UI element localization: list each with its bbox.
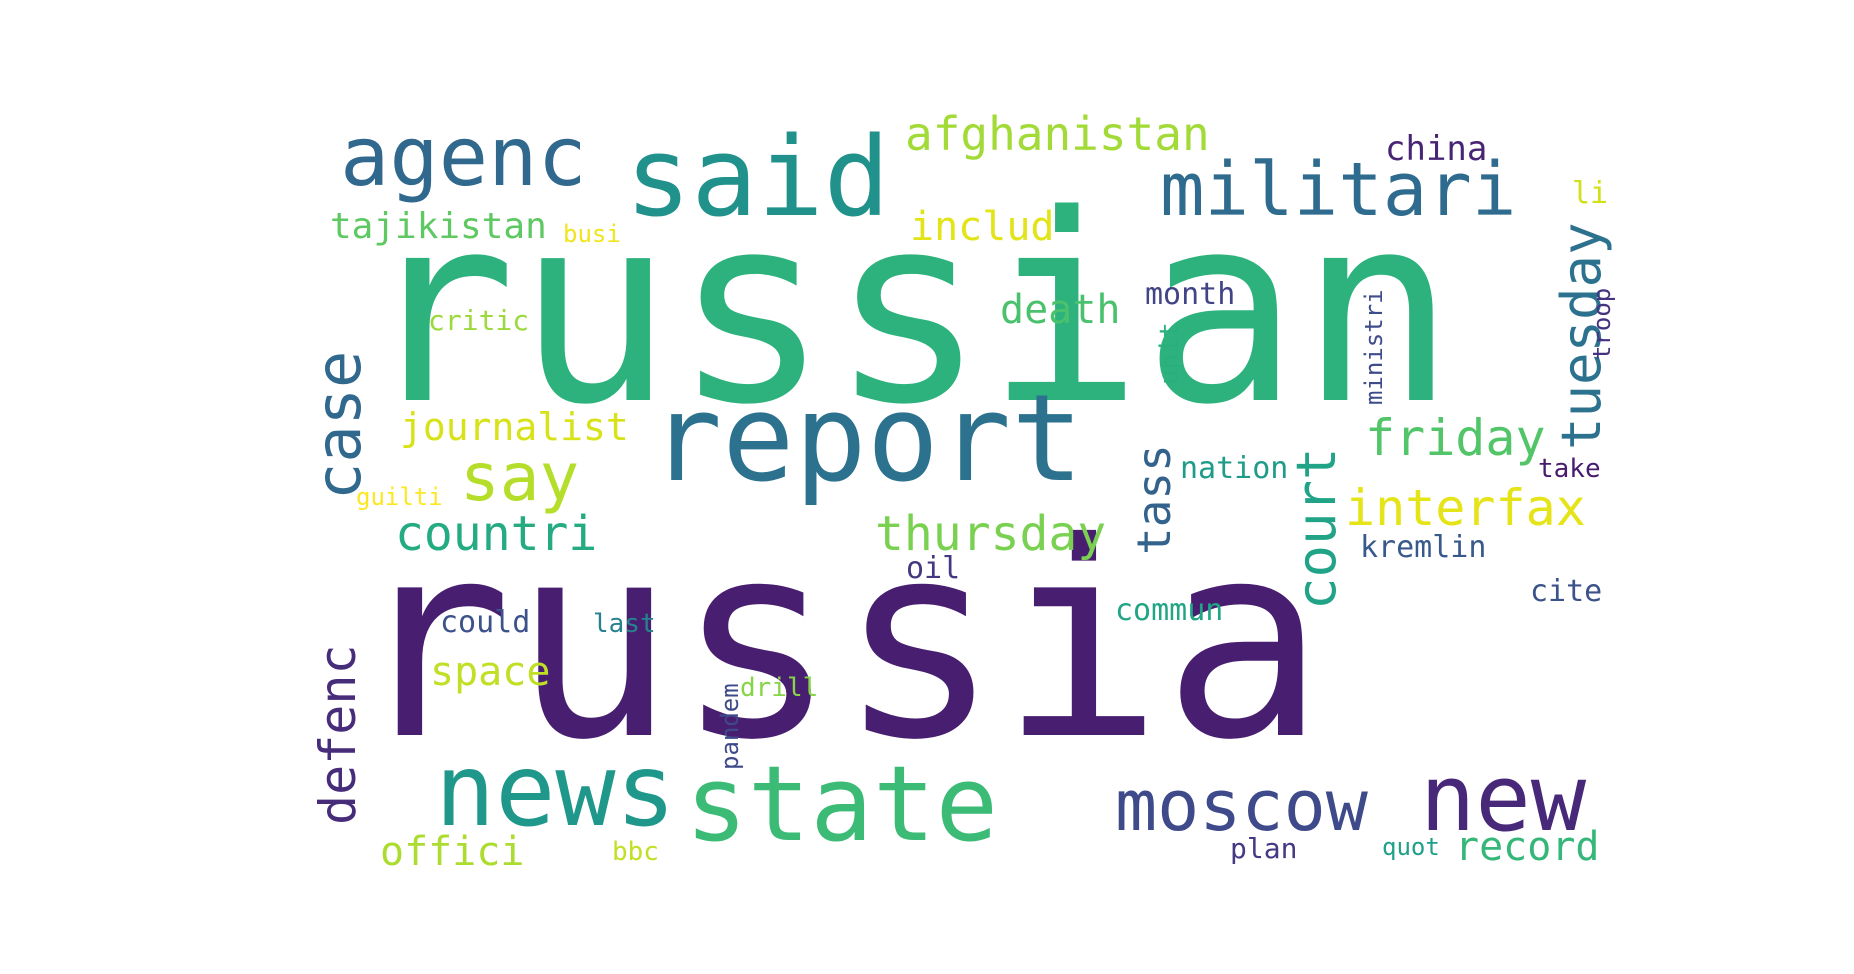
word-thursday: thursday (875, 506, 1106, 562)
word-month: month (1145, 277, 1235, 312)
word-cite: cite (1530, 574, 1602, 609)
word-could: could (440, 605, 530, 640)
word-unit: unit (1155, 322, 1185, 385)
word-agenc: agenc (340, 110, 587, 205)
word-countri: countri (395, 506, 597, 562)
word-take: take (1538, 454, 1601, 484)
word-tuesday: tuesday (1550, 222, 1613, 450)
word-record: record (1455, 824, 1600, 870)
word-report: report (650, 370, 1083, 509)
word-busi: busi (563, 220, 621, 248)
word-quot: quot (1382, 833, 1440, 861)
word-russia: russia (350, 484, 1325, 799)
word-defenc: defenc (309, 644, 367, 825)
word-bbc: bbc (612, 837, 659, 867)
word-pandem: pandem (716, 683, 744, 770)
word-space: space (430, 649, 550, 695)
word-new: new (1420, 745, 1587, 852)
word-guilti: guilti (356, 483, 443, 511)
word-troop: troop (1588, 288, 1616, 360)
word-news: news (435, 732, 676, 849)
word-li: li (1572, 176, 1608, 211)
word-oil: oil (906, 551, 960, 586)
word-plan: plan (1230, 832, 1297, 865)
word-state: state (685, 743, 998, 865)
word-includ: includ (910, 204, 1055, 250)
word-journalist: journalist (400, 405, 629, 449)
word-death: death (1000, 287, 1120, 333)
word-afghanistan: afghanistan (905, 107, 1210, 161)
word-last: last (593, 609, 656, 639)
word-tajikistan: tajikistan (330, 206, 547, 247)
word-offici: offici (380, 829, 525, 875)
word-ministri: ministri (1360, 289, 1388, 405)
word-nation: nation (1180, 451, 1288, 486)
word-kremlin: kremlin (1360, 530, 1486, 565)
word-friday: friday (1365, 409, 1546, 467)
word-commun: commun (1115, 593, 1223, 628)
word-case: case (302, 351, 375, 500)
word-moscow: moscow (1115, 765, 1369, 847)
word-court: court (1285, 447, 1348, 610)
word-interfax: interfax (1345, 479, 1586, 537)
word-tass: tass (1127, 444, 1181, 555)
word-said: said (625, 113, 890, 241)
word-drill: drill (740, 673, 818, 703)
word-critic: critic (428, 304, 529, 337)
word-say: say (460, 439, 579, 516)
word-china: china (1385, 129, 1487, 169)
word-militari: militari (1160, 147, 1516, 233)
word-russian: russian (360, 160, 1456, 462)
